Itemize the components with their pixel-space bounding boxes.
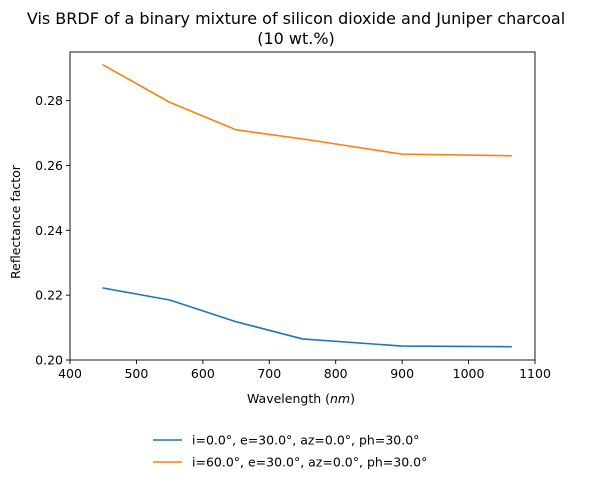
y-tick-label: 0.28 — [35, 93, 63, 108]
y-tick-label: 0.22 — [35, 288, 63, 303]
y-tick-label: 0.20 — [35, 353, 63, 368]
y-axis-label: Reflectance factor — [8, 164, 23, 279]
x-tick-label: 900 — [390, 366, 414, 381]
x-tick-label: 700 — [257, 366, 281, 381]
plot-area — [69, 51, 536, 361]
plot-frame — [69, 51, 536, 361]
series-line-1 — [102, 287, 512, 348]
legend: i=0.0°, e=30.0°, az=0.0°, ph=30.0° i=60.0… — [153, 433, 427, 470]
x-axis-label: Wavelength (nm) — [247, 391, 355, 406]
chart-subtitle: (10 wt.%) — [257, 29, 335, 48]
series-layer — [102, 63, 512, 348]
x-tick-label: 400 — [58, 366, 82, 381]
y-tick-label: 0.26 — [35, 158, 63, 173]
chart-title: Vis BRDF of a binary mixture of silicon … — [27, 9, 565, 28]
x-tick-label: 1000 — [453, 366, 485, 381]
x-tick-label: 1100 — [519, 366, 551, 381]
y-tick-label: 0.24 — [35, 223, 63, 238]
x-tick-label: 600 — [191, 366, 215, 381]
x-tick-label: 800 — [324, 366, 348, 381]
series-line-2 — [102, 63, 512, 157]
y-axis-ticks: 0.20 0.22 0.24 0.26 0.28 — [35, 93, 70, 368]
x-tick-label: 500 — [124, 366, 148, 381]
legend-label-1: i=0.0°, e=30.0°, az=0.0°, ph=30.0° — [192, 433, 419, 448]
x-axis-ticks: 400 500 600 700 800 900 1000 1100 — [58, 360, 551, 381]
legend-label-2: i=60.0°, e=30.0°, az=0.0°, ph=30.0° — [192, 455, 427, 470]
